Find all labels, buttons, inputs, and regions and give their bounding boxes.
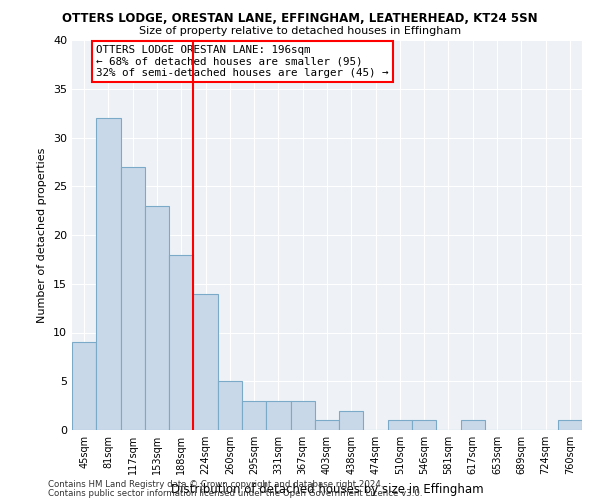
X-axis label: Distribution of detached houses by size in Effingham: Distribution of detached houses by size … <box>170 482 484 496</box>
Text: OTTERS LODGE, ORESTAN LANE, EFFINGHAM, LEATHERHEAD, KT24 5SN: OTTERS LODGE, ORESTAN LANE, EFFINGHAM, L… <box>62 12 538 26</box>
Bar <box>558 420 582 430</box>
Bar <box>266 401 290 430</box>
Bar <box>72 342 96 430</box>
Bar <box>461 420 485 430</box>
Text: Contains HM Land Registry data © Crown copyright and database right 2024.: Contains HM Land Registry data © Crown c… <box>48 480 383 489</box>
Text: Size of property relative to detached houses in Effingham: Size of property relative to detached ho… <box>139 26 461 36</box>
Bar <box>339 410 364 430</box>
Bar <box>169 254 193 430</box>
Bar <box>193 294 218 430</box>
Bar <box>315 420 339 430</box>
Bar <box>290 401 315 430</box>
Bar <box>218 381 242 430</box>
Text: OTTERS LODGE ORESTAN LANE: 196sqm
← 68% of detached houses are smaller (95)
32% : OTTERS LODGE ORESTAN LANE: 196sqm ← 68% … <box>96 45 389 78</box>
Y-axis label: Number of detached properties: Number of detached properties <box>37 148 47 322</box>
Bar <box>121 167 145 430</box>
Bar <box>242 401 266 430</box>
Bar <box>145 206 169 430</box>
Bar <box>412 420 436 430</box>
Bar <box>96 118 121 430</box>
Text: Contains public sector information licensed under the Open Government Licence v3: Contains public sector information licen… <box>48 488 422 498</box>
Bar <box>388 420 412 430</box>
